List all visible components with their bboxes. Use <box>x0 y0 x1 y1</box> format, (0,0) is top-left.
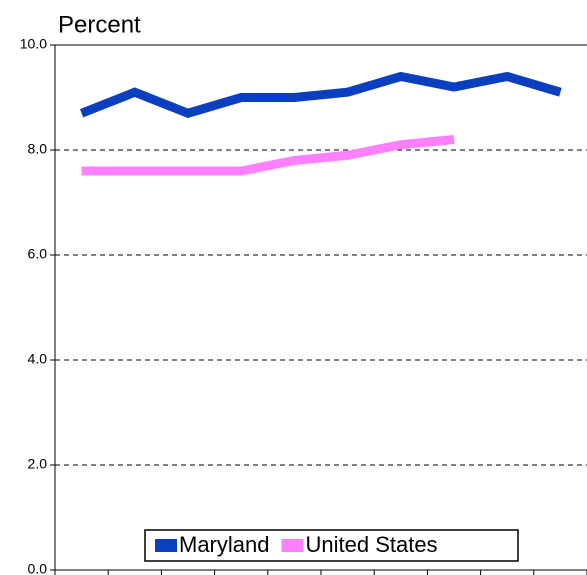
y-tick-label: 8.0 <box>28 141 48 157</box>
y-tick-label: 6.0 <box>28 246 48 262</box>
legend-box <box>144 529 519 562</box>
series-line <box>79 71 562 119</box>
legend-label: Maryland <box>179 532 269 557</box>
chart-title: Percent <box>58 11 141 38</box>
legend-swatch <box>155 539 177 552</box>
y-tick-label: 2.0 <box>28 456 48 472</box>
y-tick-label: 0.0 <box>28 561 48 575</box>
y-tick-label: 4.0 <box>28 351 48 367</box>
y-tick-label: 10.0 <box>20 36 47 52</box>
legend-swatch <box>281 539 304 552</box>
legend-label: United States <box>305 532 437 557</box>
series-line <box>81 135 455 176</box>
